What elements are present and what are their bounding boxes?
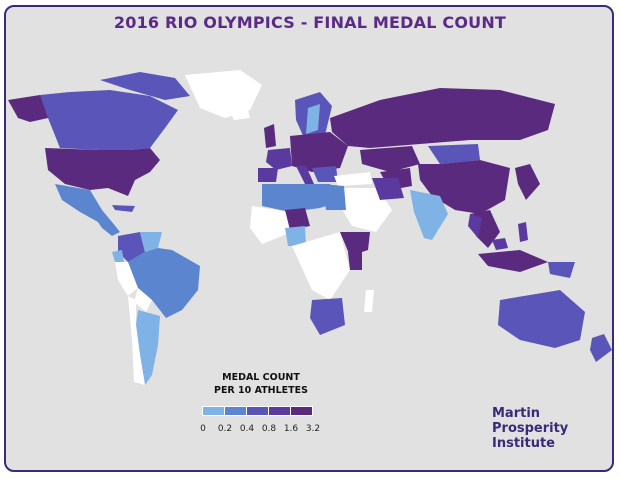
- legend-color-scale: [202, 406, 313, 416]
- region-spain: [258, 168, 278, 182]
- legend-swatch: [246, 406, 269, 416]
- region-cuba: [112, 205, 135, 212]
- region-italy: [296, 166, 314, 186]
- logo-line2: Prosperity: [492, 421, 569, 436]
- region-peru: [115, 262, 138, 296]
- logo-line1: Martin: [492, 406, 541, 421]
- region-canada-islands: [100, 72, 190, 100]
- region-iran: [372, 178, 404, 200]
- region-korea-japan: [515, 164, 540, 200]
- region-uk: [264, 124, 276, 148]
- region-middle-east: [340, 188, 392, 232]
- region-canada: [40, 90, 178, 150]
- legend-tick: 0.8: [261, 424, 277, 434]
- region-philippines: [518, 222, 528, 242]
- logo-line3: Institute: [492, 436, 556, 451]
- region-chile: [128, 296, 145, 385]
- region-australia: [498, 290, 585, 348]
- region-new-zealand: [590, 334, 612, 362]
- legend-swatch: [224, 406, 247, 416]
- region-france: [266, 148, 292, 170]
- legend-swatch: [202, 406, 225, 416]
- region-central-europe: [290, 132, 348, 172]
- region-sweden: [306, 104, 320, 134]
- region-kenya: [348, 252, 362, 270]
- legend-tick: 0.4: [239, 424, 255, 434]
- region-bolivia: [134, 288, 152, 312]
- legend-swatch: [290, 406, 313, 416]
- region-central-america: [98, 222, 120, 236]
- region-central-africa: [292, 232, 350, 300]
- region-southern-africa: [310, 298, 345, 335]
- legend-title-line1: MEDAL COUNT: [222, 372, 300, 383]
- region-nigeria: [285, 226, 306, 246]
- legend-tick: 1.6: [283, 424, 299, 434]
- map-frame: [4, 5, 614, 472]
- region-malaysia: [492, 238, 508, 250]
- region-mexico: [55, 184, 112, 222]
- region-argentina: [136, 310, 160, 385]
- legend-swatch: [268, 406, 291, 416]
- region-greenland: [185, 70, 262, 118]
- page-title: 2016 RIO OLYMPICS - FINAL MEDAL COUNT: [113, 13, 507, 32]
- region-ethiopia: [340, 232, 370, 256]
- legend-tick: 3.2: [305, 424, 321, 434]
- region-madagascar: [364, 290, 374, 312]
- region-niger: [285, 208, 310, 230]
- legend-tick: 0.2: [217, 424, 233, 434]
- legend-title-line2: PER 10 ATHLETES: [213, 385, 308, 396]
- region-papua: [548, 262, 575, 278]
- region-colombia: [118, 232, 145, 262]
- region-usa: [45, 148, 160, 196]
- martin-prosperity-logo: Martin Prosperity Institute: [492, 406, 568, 451]
- region-balkans: [312, 166, 338, 182]
- region-venezuela: [140, 232, 162, 252]
- region-turkey: [334, 172, 372, 186]
- region-iceland: [230, 110, 250, 120]
- legend-title: MEDAL COUNT PER 10 ATHLETES: [197, 371, 325, 397]
- region-kazakhstan: [360, 146, 420, 172]
- region-mongolia: [428, 144, 480, 164]
- region-india: [410, 190, 448, 240]
- region-egypt: [322, 184, 346, 210]
- region-west-africa: [250, 206, 292, 244]
- region-russia: [330, 88, 555, 148]
- region-indonesia: [478, 250, 548, 272]
- region-thailand: [468, 214, 482, 238]
- legend-tick: 0: [200, 424, 206, 434]
- region-brazil: [128, 248, 200, 318]
- region-ecuador: [112, 250, 124, 262]
